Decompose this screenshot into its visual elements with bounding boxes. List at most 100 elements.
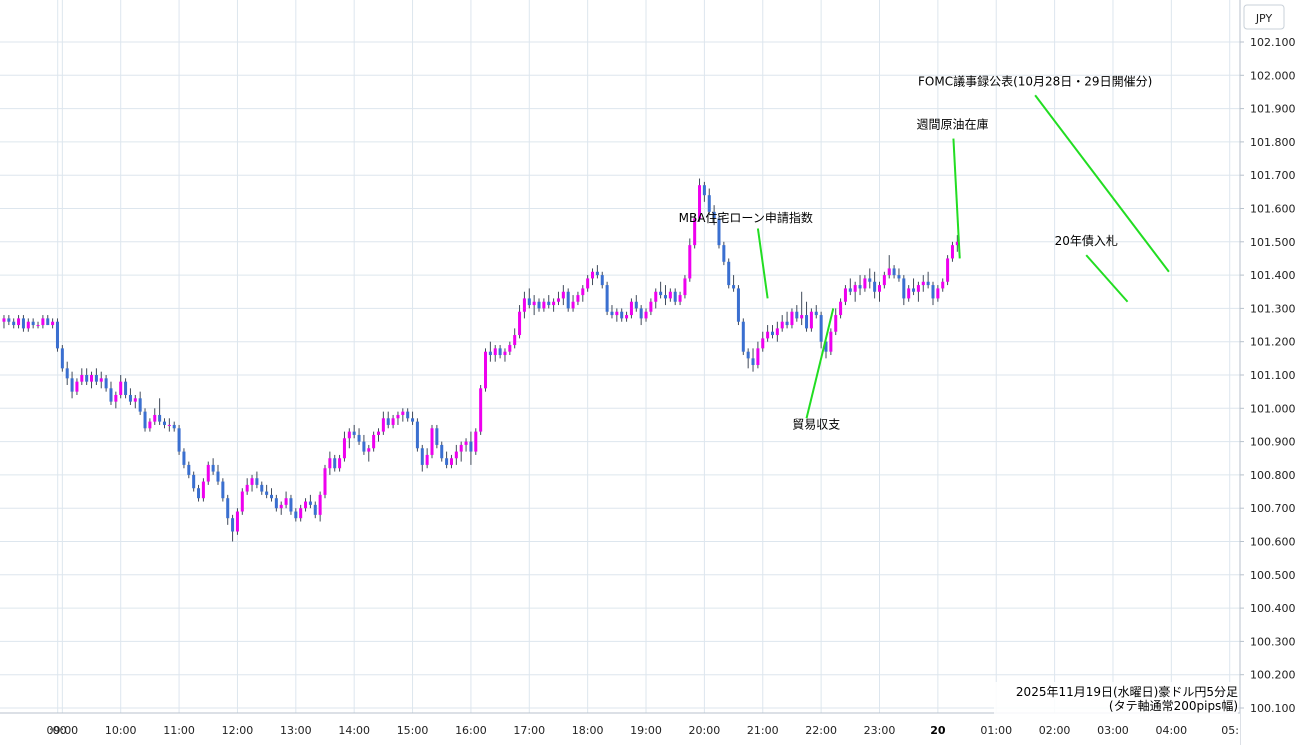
candle-body — [843, 288, 847, 302]
candle-body — [668, 291, 672, 299]
candle — [853, 281, 857, 302]
candle — [542, 298, 546, 312]
candle — [36, 321, 40, 329]
candle-body — [172, 424, 176, 429]
candle — [484, 348, 488, 392]
candle-body — [21, 318, 25, 329]
price-tick-label: 101.700 — [1250, 169, 1296, 182]
candle-body — [853, 285, 857, 292]
candle-body — [780, 321, 784, 329]
candle-body — [328, 458, 332, 469]
annotation-label: MBA住宅ローン申請指数 — [679, 210, 813, 225]
candle — [109, 381, 113, 405]
candle — [595, 265, 599, 279]
candle-body — [318, 494, 322, 515]
candle-body — [547, 301, 551, 306]
candle — [746, 348, 750, 369]
candle — [274, 494, 278, 512]
candle-body — [104, 378, 108, 389]
candle — [367, 444, 371, 462]
candle-body — [839, 301, 843, 316]
candle-body — [479, 388, 483, 432]
candle-body — [950, 245, 954, 259]
annotation-label: 貿易収支 — [792, 417, 840, 431]
candle — [766, 325, 770, 342]
candle — [435, 424, 439, 449]
candle-body — [732, 285, 736, 289]
price-tick-label: 100.400 — [1250, 602, 1296, 615]
candle-body — [231, 518, 235, 532]
candle-body — [834, 315, 838, 332]
candle — [712, 205, 716, 226]
candle-body — [566, 291, 570, 309]
candle-body — [537, 301, 541, 309]
candle-body — [707, 195, 711, 212]
candle-body — [751, 358, 755, 366]
candle — [775, 321, 779, 342]
candle-body — [167, 424, 171, 426]
candle-body — [294, 511, 298, 519]
candle-body — [372, 434, 376, 449]
candle-body — [12, 321, 16, 326]
price-tick-label: 101.600 — [1250, 203, 1296, 216]
candle — [352, 424, 356, 439]
candle — [299, 504, 303, 522]
candle-body — [386, 418, 390, 425]
candle — [250, 474, 254, 492]
candle — [493, 345, 497, 362]
candle-body — [552, 301, 556, 306]
candle — [182, 448, 186, 469]
candle-body — [576, 295, 580, 302]
candle-body — [863, 278, 867, 289]
annotation-leader-line — [805, 308, 835, 419]
candle-body — [605, 285, 609, 312]
candle — [21, 315, 25, 332]
candle — [513, 328, 517, 349]
candle-body — [7, 318, 11, 322]
candle — [858, 275, 862, 296]
candle — [770, 325, 774, 339]
candle-body — [391, 418, 395, 425]
candle — [912, 278, 916, 296]
candle — [887, 255, 891, 279]
candle — [532, 295, 536, 316]
candle-body — [177, 428, 181, 452]
candle-body — [338, 458, 342, 469]
candle — [717, 215, 721, 249]
candle — [119, 375, 123, 399]
candle-body — [712, 211, 716, 219]
candle — [2, 315, 6, 329]
price-axis-panel — [1240, 0, 1300, 745]
candle-body — [119, 381, 123, 395]
currency-label-box — [1243, 4, 1285, 30]
candle-body — [639, 308, 643, 319]
candle-body — [829, 331, 833, 352]
candle — [926, 271, 930, 289]
candle-body — [873, 281, 877, 292]
candle-body — [698, 185, 702, 219]
candle — [41, 315, 45, 329]
candle-body — [931, 285, 935, 299]
candle-body — [299, 508, 303, 519]
candle — [654, 288, 658, 309]
candle — [790, 308, 794, 329]
candle — [931, 281, 935, 306]
candle — [508, 341, 512, 356]
candle — [338, 454, 342, 472]
candle-body — [60, 348, 64, 369]
candle-body — [513, 335, 517, 346]
candle-body — [766, 331, 770, 339]
candle-body — [192, 474, 196, 489]
time-tick-label: 01:00 — [980, 724, 1012, 737]
candle — [834, 308, 838, 336]
annotation-leader-line — [1085, 254, 1129, 303]
candle — [124, 378, 128, 399]
candle-body — [381, 418, 385, 432]
candle-body — [440, 444, 444, 459]
annotation: MBA住宅ローン申請指数 — [679, 210, 813, 299]
candle-body — [493, 348, 497, 356]
candle-body — [484, 351, 488, 389]
candle-body — [308, 501, 312, 505]
candle-body — [162, 421, 166, 425]
